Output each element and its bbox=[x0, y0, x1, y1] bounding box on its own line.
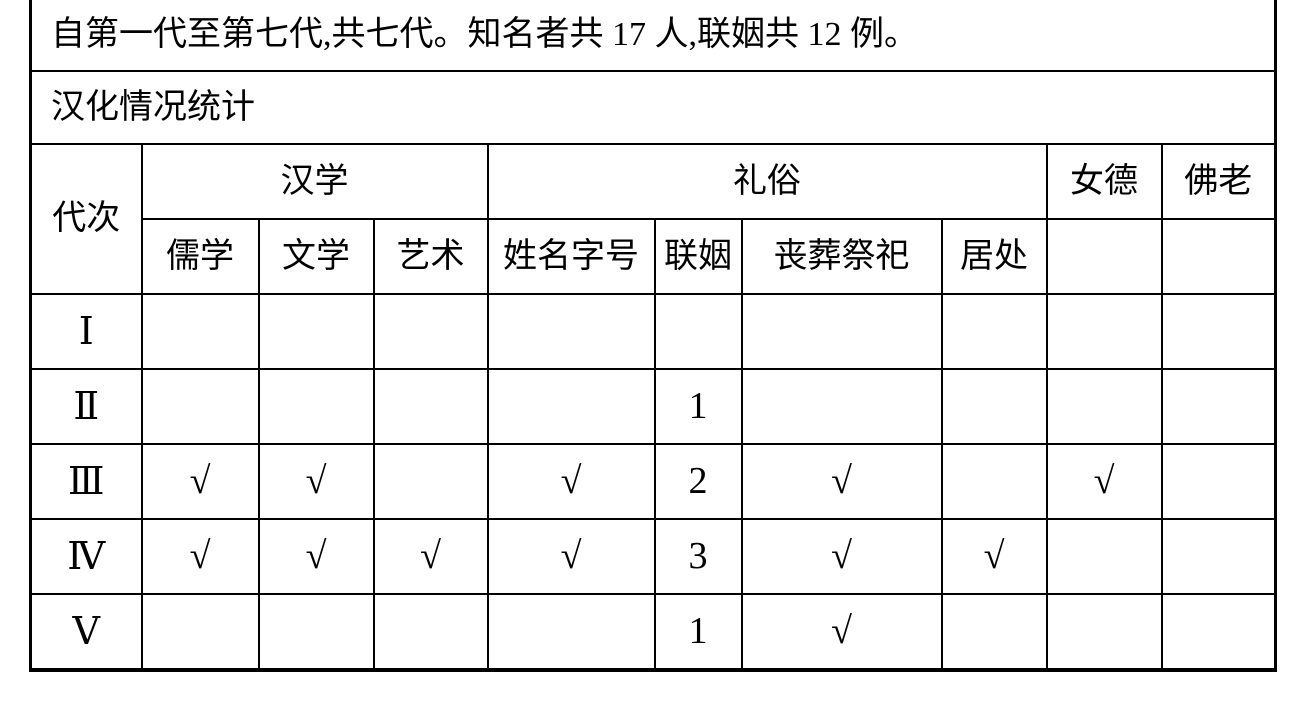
hanhua-statistics-table: 自第一代至第七代,共七代。知名者共 17 人,联姻共 12 例。 汉化情况统计 … bbox=[29, 0, 1278, 672]
cell: √ bbox=[486, 443, 656, 520]
subheader-wenxue: 文学 bbox=[257, 218, 375, 295]
cell bbox=[1160, 443, 1277, 520]
cell bbox=[486, 293, 656, 370]
table-row-4: Ⅳ √ √ √ √ 3 √ √ bbox=[29, 518, 1277, 595]
cell bbox=[1160, 518, 1277, 595]
cell: √ bbox=[140, 443, 260, 520]
cell: √ bbox=[940, 518, 1048, 595]
header-row-groups: 代次 汉学 礼俗 女德 佛老 bbox=[29, 143, 1277, 295]
cell bbox=[372, 293, 489, 370]
cell: 1 bbox=[653, 593, 743, 671]
cell bbox=[940, 593, 1048, 671]
cell bbox=[940, 293, 1048, 370]
subheader-sangzangjisi: 丧葬祭祀 bbox=[740, 218, 943, 295]
cell: √ bbox=[486, 518, 656, 595]
subheader-lianyin: 联姻 bbox=[653, 218, 743, 295]
row-label: Ⅰ bbox=[29, 293, 143, 370]
subheader-folao-empty bbox=[1160, 218, 1277, 295]
cell bbox=[372, 443, 489, 520]
header-group-lisu: 礼俗 bbox=[486, 143, 1048, 220]
cell bbox=[1160, 293, 1277, 370]
cell: √ bbox=[257, 443, 375, 520]
intro-text: 自第一代至第七代,共七代。知名者共 17 人,联姻共 12 例。 bbox=[29, 0, 1277, 72]
row-label: Ⅱ bbox=[29, 368, 143, 445]
cell bbox=[1160, 593, 1277, 671]
header-generation: 代次 bbox=[29, 143, 143, 295]
cell: 3 bbox=[653, 518, 743, 595]
cell bbox=[1045, 518, 1163, 595]
header-folao: 佛老 bbox=[1160, 143, 1277, 220]
cell bbox=[1045, 593, 1163, 671]
table-row-2: Ⅱ 1 bbox=[29, 368, 1277, 445]
cell: √ bbox=[140, 518, 260, 595]
cell bbox=[740, 368, 943, 445]
cell bbox=[940, 443, 1048, 520]
cell bbox=[372, 368, 489, 445]
cell bbox=[1045, 368, 1163, 445]
cell: 1 bbox=[653, 368, 743, 445]
cell bbox=[653, 293, 743, 370]
row-label: Ⅲ bbox=[29, 443, 143, 520]
subheader-nude-empty bbox=[1045, 218, 1163, 295]
cell: √ bbox=[257, 518, 375, 595]
cell bbox=[1045, 293, 1163, 370]
cell: √ bbox=[372, 518, 489, 595]
table-row-3: Ⅲ √ √ √ 2 √ √ bbox=[29, 443, 1277, 520]
header-group-hanxue: 汉学 bbox=[140, 143, 489, 220]
cell: √ bbox=[740, 518, 943, 595]
cell bbox=[257, 293, 375, 370]
cell bbox=[486, 368, 656, 445]
header-nude: 女德 bbox=[1045, 143, 1163, 220]
cell bbox=[1160, 368, 1277, 445]
table-row-5: Ⅴ 1 √ bbox=[29, 593, 1277, 671]
intro-row: 自第一代至第七代,共七代。知名者共 17 人,联姻共 12 例。 bbox=[29, 0, 1277, 72]
subheader-xingmingzihao: 姓名字号 bbox=[486, 218, 656, 295]
cell bbox=[140, 368, 260, 445]
header-row-sub: 儒学 文学 艺术 姓名字号 联姻 丧葬祭祀 居处 bbox=[31, 218, 1277, 295]
row-label: Ⅳ bbox=[29, 518, 143, 595]
cell: 2 bbox=[653, 443, 743, 520]
cell bbox=[740, 293, 943, 370]
cell bbox=[140, 593, 260, 671]
cell bbox=[257, 368, 375, 445]
cell bbox=[372, 593, 489, 671]
table-title-row: 汉化情况统计 bbox=[29, 71, 1277, 145]
cell bbox=[940, 368, 1048, 445]
cell: √ bbox=[740, 443, 943, 520]
cell: √ bbox=[740, 593, 943, 671]
table-title: 汉化情况统计 bbox=[29, 71, 1277, 145]
cell: √ bbox=[1045, 443, 1163, 520]
row-label: Ⅴ bbox=[29, 593, 143, 671]
subheader-yishu: 艺术 bbox=[372, 218, 489, 295]
table-row-1: Ⅰ bbox=[29, 293, 1277, 370]
cell bbox=[257, 593, 375, 671]
subheader-juchu: 居处 bbox=[940, 218, 1048, 295]
subheader-ruxue: 儒学 bbox=[140, 218, 260, 295]
cell bbox=[486, 593, 656, 671]
cell bbox=[140, 293, 260, 370]
